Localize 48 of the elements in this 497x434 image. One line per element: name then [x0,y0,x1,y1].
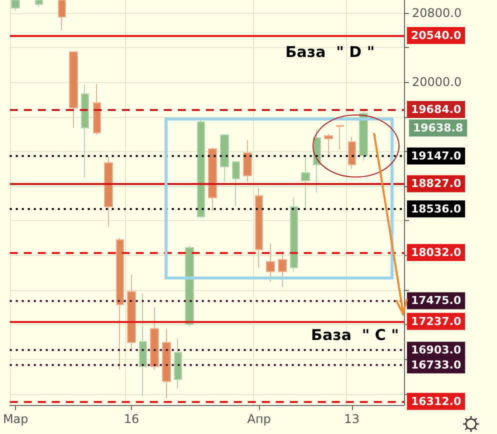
candlestick [336,124,344,150]
candlestick [58,0,66,30]
y-tick-label: 20800.0 [412,6,462,20]
candlestick [348,136,356,170]
ref-line-label: 16903.0 [411,344,462,357]
candlestick [220,134,229,182]
ref-line-label: 19147.0 [411,150,462,163]
candlestick [93,83,101,136]
x-tick-label: Апр [247,412,271,426]
ref-line-label: 18827.0 [411,177,462,190]
annotation: База " D " [285,43,375,61]
candlestick [313,128,321,194]
candlestick [162,328,171,399]
x-tick-label: 16 [124,412,140,426]
ref-line-label: 18536.0 [411,202,462,216]
candlestick [243,139,252,182]
ref-line-label: 19684.0 [411,103,462,116]
candlestick [290,197,298,272]
candlestick [324,133,333,156]
candlestick [127,274,136,350]
candlestick [150,307,159,370]
candlestick [116,237,124,370]
candlestick [139,293,147,397]
candlestick [174,338,182,389]
ref-line-label: 20540.0 [411,28,462,42]
candlestick [81,84,89,178]
x-tick-label: 13 [344,412,360,426]
candlestick [208,147,217,212]
candlestick [185,245,194,328]
candlestick [301,154,310,208]
ref-line-label: 16312.0 [411,394,462,408]
candlestick [266,243,275,282]
candlestick [11,0,20,12]
ref-line-label: 16733.0 [411,358,462,372]
ref-line-label: 17475.0 [411,294,462,308]
ref-line-label: 18032.0 [411,246,462,260]
annotation: База " C " [311,326,399,344]
candlestick [232,161,240,208]
candlestick [35,0,43,8]
candlestick [278,251,287,288]
candlestick [69,51,78,128]
ref-line-label: 17237.0 [411,314,462,328]
text: 19638.8 [413,122,464,134]
candlestick [104,156,113,228]
x-tick-label: Мар [2,412,28,426]
candlestick [197,119,205,218]
y-tick-label: 20000.0 [412,75,462,90]
candlestick [255,187,263,268]
